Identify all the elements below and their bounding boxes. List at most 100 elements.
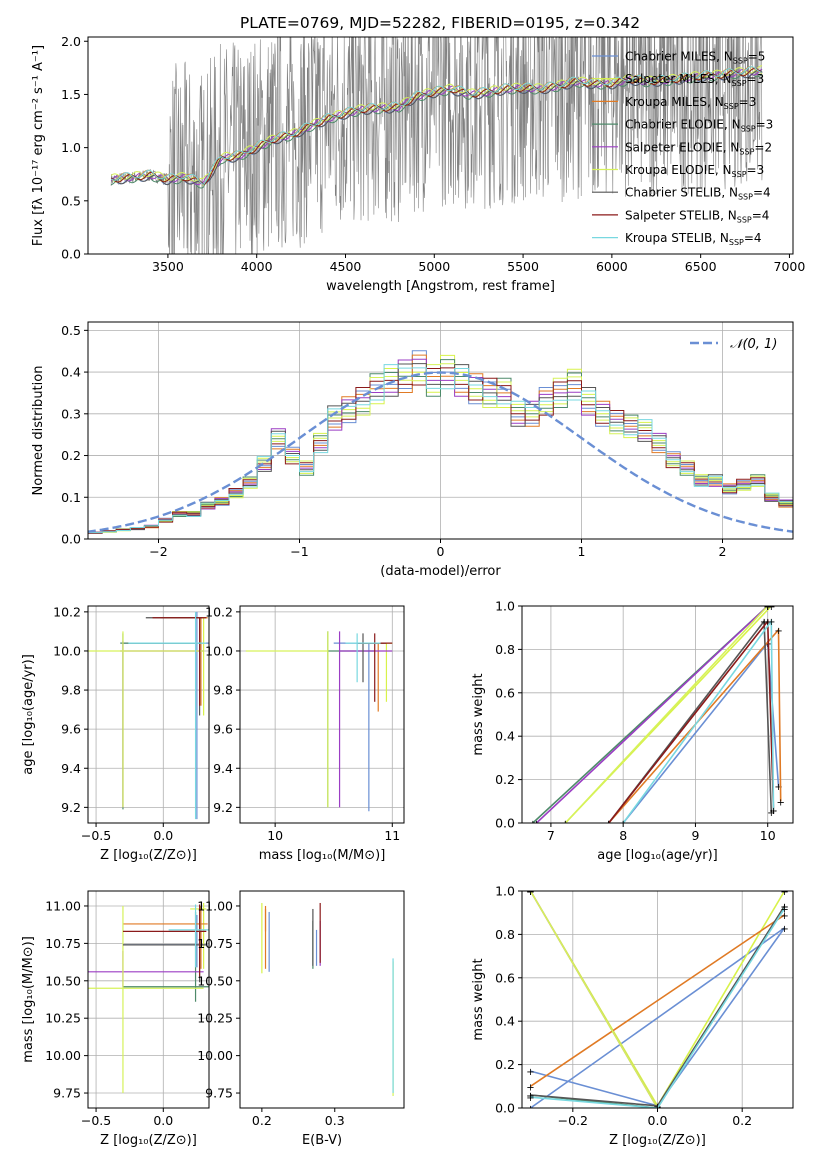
y-tick-label: 9.8 xyxy=(213,683,233,698)
legend-nssp-prefix: , N xyxy=(712,231,729,245)
plot-area: +++++++++++++++++++++++ xyxy=(529,602,785,830)
y-tick-label: 1.5 xyxy=(61,87,81,102)
x-tick-label: 6500 xyxy=(685,259,717,274)
axes-frame xyxy=(239,890,405,1109)
x-axis-label: Z [log₁₀(Z/Z⊙)] xyxy=(609,1133,706,1148)
legend-nssp-value: 4 xyxy=(763,186,771,200)
y-tick-label: 0.2 xyxy=(61,448,81,463)
grid-lines xyxy=(88,606,209,823)
y-tick-label: 10.0 xyxy=(205,643,233,658)
weight-marker: + xyxy=(529,819,537,830)
legend-nssp-value: 3 xyxy=(757,72,765,86)
plot-area xyxy=(88,350,793,534)
weight-marker: + xyxy=(780,924,788,935)
grid-lines xyxy=(88,322,793,540)
weight-marker: + xyxy=(764,617,772,628)
x-tick-label: 7 xyxy=(547,828,555,843)
x-tick-label: 10 xyxy=(267,828,283,843)
x-tick-label: 6000 xyxy=(596,259,628,274)
legend-nssp-equals: = xyxy=(747,163,757,177)
weight-marker: + xyxy=(769,806,777,817)
weight-line-6 xyxy=(608,618,773,823)
x-tick-label: 3500 xyxy=(152,259,184,274)
y-axis-label: Normed distribution xyxy=(31,366,46,496)
x-tick-label: −0.2 xyxy=(558,1113,588,1128)
legend-nssp-prefix: , N xyxy=(716,50,733,64)
weight-marker: + xyxy=(653,1102,661,1113)
weight-marker: + xyxy=(526,1093,534,1104)
y-tick-label: 0.4 xyxy=(61,365,81,380)
y-tick-label: 2.0 xyxy=(61,34,81,49)
legend-nssp-subscript: SSP xyxy=(738,193,753,202)
x-tick-label: 4000 xyxy=(241,259,273,274)
y-tick-label: 0.3 xyxy=(61,406,81,421)
x-tick-label: 8 xyxy=(619,828,627,843)
y-tick-label: 11.00 xyxy=(45,898,81,913)
y-tick-label: 9.4 xyxy=(61,761,81,776)
axes-frame xyxy=(87,36,794,255)
y-tick-label: 10.2 xyxy=(205,604,233,619)
legend-series-name: Chabrier ELODIE xyxy=(625,118,724,132)
legend-series-name: Salpeter STELIB xyxy=(625,208,720,222)
y-tick-label: 10.75 xyxy=(197,936,233,951)
normal-reference-curve xyxy=(88,371,793,533)
x-tick-label: 2 xyxy=(719,544,727,559)
mass-vs-metallicity-panel: −0.5 0.0 9.75 10.00 10.25 10.50 10.75 11.00 Z [l… xyxy=(21,890,210,1148)
y-tick-label: 10.0 xyxy=(53,643,81,658)
y-tick-label: 0.0 xyxy=(495,816,515,831)
legend-nssp-value: 3 xyxy=(749,95,757,109)
legend-nssp-value: 2 xyxy=(764,140,772,154)
y-axis-label: mass weight xyxy=(471,673,486,755)
y-tick-label: 0.2 xyxy=(495,1057,515,1072)
legend-entry: Chabrier STELIB, NSSP=4 xyxy=(625,186,771,202)
y-tick-label: 10.75 xyxy=(45,936,81,951)
legend-nssp-prefix: , N xyxy=(723,140,740,154)
y-tick-label: 0.2 xyxy=(495,772,515,787)
legend-nssp-prefix: , N xyxy=(707,95,724,109)
legend-entry: Chabrier ELODIE, NSSP=3 xyxy=(625,118,773,134)
figure-title: PLATE=0769, MJD=52282, FIBERID=0195, z=0… xyxy=(240,14,640,32)
y-axis-label: Flux [fλ 10⁻¹⁷ erg cm⁻² s⁻¹ A⁻¹] xyxy=(31,45,46,246)
x-tick-label: 0.0 xyxy=(153,1113,173,1128)
x-tick-label: 0.2 xyxy=(252,1113,272,1128)
weight-line-7 xyxy=(608,618,775,823)
plot-area xyxy=(261,902,394,1097)
plot-area xyxy=(88,902,209,1094)
x-axis-label: age [log₁₀(age/yr)] xyxy=(597,848,718,863)
y-tick-label: 10.2 xyxy=(53,604,81,619)
x-axis-label: Z [log₁₀(Z/Z⊙)] xyxy=(100,1133,197,1148)
x-tick-label: 5500 xyxy=(507,259,539,274)
y-tick-label: 1.0 xyxy=(495,884,515,899)
y-axis-label: age [log₁₀(age/yr)] xyxy=(21,654,36,775)
residual-histogram-panel: −2 −1 0 1 2 0.0 0.1 0.2 0.3 0.4 0.5 (data-model)/er… xyxy=(31,321,794,579)
grid-lines xyxy=(522,605,793,824)
weight-line-5 xyxy=(529,891,659,1108)
legend-entry: Salpeter MILES, NSSP=3 xyxy=(625,72,764,88)
legend-nssp-subscript: SSP xyxy=(741,125,756,134)
weight-marker: + xyxy=(780,911,788,922)
legend-entry: Kroupa MILES, NSSP=3 xyxy=(625,95,756,111)
weight-line-2 xyxy=(608,627,782,823)
weight-marker: + xyxy=(780,902,788,913)
plot-area xyxy=(245,631,393,812)
weight-marker: + xyxy=(764,602,772,613)
model-line-8 xyxy=(110,66,763,185)
plot-area: ++++++++++++++++++++++ xyxy=(526,891,789,1113)
legend-nssp-subscript: SSP xyxy=(732,79,747,88)
legend-entry: Salpeter STELIB, NSSP=4 xyxy=(625,208,769,224)
y-tick-label: 10.00 xyxy=(197,1048,233,1063)
x-tick-label: 7000 xyxy=(774,259,806,274)
legend-series-name: Kroupa MILES xyxy=(625,95,707,109)
age-vs-metallicity-panel: −0.5 0.0 9.2 9.4 9.6 9.8 10.0 10.2 Z [log₁₀(Z/Z⊙… xyxy=(21,604,210,863)
y-tick-label: 0.5 xyxy=(61,323,81,338)
legend-entry: 𝒩(0, 1) xyxy=(730,337,777,352)
legend-nssp-equals: = xyxy=(753,186,763,200)
legend-series-name: Chabrier MILES xyxy=(625,50,716,64)
weight-marker: + xyxy=(526,1091,534,1102)
axes-frame xyxy=(87,605,210,824)
weight-marker: + xyxy=(760,617,768,628)
y-tick-label: 9.6 xyxy=(61,722,81,737)
mass-weight-vs-metallicity-panel: ++++++++++++++++++++++−0.2 0.0 0.2 0.0 0.2 0.… xyxy=(471,884,794,1148)
